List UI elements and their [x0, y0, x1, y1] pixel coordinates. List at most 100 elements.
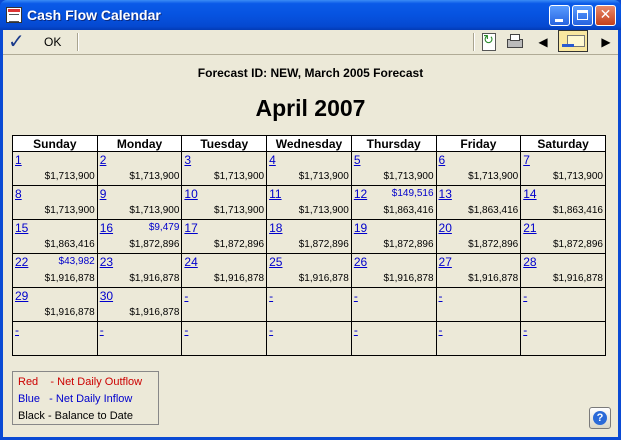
- calendar-day-cell[interactable]: 27 $1,916,878: [435, 253, 522, 288]
- printer-icon[interactable]: [505, 32, 525, 52]
- day-number-link[interactable]: 27: [438, 255, 452, 269]
- day-number-link[interactable]: 5: [353, 153, 361, 167]
- calendar-day-cell[interactable]: -: [266, 287, 352, 322]
- day-number-link[interactable]: -: [184, 323, 189, 337]
- day-number-link[interactable]: 12: [353, 187, 368, 201]
- note-icon[interactable]: [558, 30, 588, 52]
- day-number-link[interactable]: 24: [184, 255, 198, 269]
- calendar-day-cell[interactable]: 30 $1,916,878: [96, 287, 183, 322]
- calendar-day-cell[interactable]: 7 $1,713,900: [520, 151, 606, 186]
- checkmark-icon: ✓: [8, 29, 25, 53]
- day-number-link[interactable]: 2: [99, 153, 107, 167]
- help-button[interactable]: ?: [589, 407, 611, 429]
- day-number-link[interactable]: 4: [269, 153, 276, 167]
- calendar-day-cell[interactable]: -: [96, 321, 183, 356]
- day-number-link[interactable]: 29: [15, 289, 29, 303]
- day-number-link[interactable]: -: [438, 323, 443, 337]
- weekday-header: Thursday: [350, 135, 437, 152]
- day-number-link[interactable]: 8: [15, 187, 22, 201]
- day-number-link[interactable]: 21: [523, 221, 537, 235]
- day-number-link[interactable]: 14: [523, 187, 537, 201]
- day-number-link[interactable]: 30: [99, 289, 114, 303]
- calendar-day-cell[interactable]: 8 $1,713,900: [12, 185, 98, 220]
- day-number-link[interactable]: -: [353, 323, 358, 337]
- calendar-day-cell[interactable]: 11 $1,713,900: [266, 185, 352, 220]
- day-number-link[interactable]: 3: [184, 153, 192, 167]
- calendar-day-cell[interactable]: 15 $1,863,416: [12, 219, 98, 254]
- calendar-day-cell[interactable]: 9 $1,713,900: [96, 185, 183, 220]
- calendar-day-cell[interactable]: 29 $1,916,878: [12, 287, 98, 322]
- calendar-day-cell[interactable]: -: [266, 321, 352, 356]
- maximize-button[interactable]: [572, 5, 593, 26]
- day-number-link[interactable]: 15: [15, 221, 29, 235]
- day-number-link[interactable]: 17: [184, 221, 198, 235]
- calendar-day-cell[interactable]: 23 $1,916,878: [96, 253, 183, 288]
- day-number-link[interactable]: -: [99, 323, 104, 337]
- calendar-day-cell[interactable]: -: [520, 321, 606, 356]
- calendar-day-cell[interactable]: 13 $1,863,416: [435, 185, 522, 220]
- calendar-day-cell[interactable]: -: [520, 287, 606, 322]
- day-number-link[interactable]: -: [15, 323, 19, 337]
- ok-button[interactable]: ✓ OK: [5, 29, 75, 53]
- calendar-day-cell[interactable]: -: [350, 321, 437, 356]
- calendar-day-cell[interactable]: 6 $1,713,900: [435, 151, 522, 186]
- calendar-day-cell[interactable]: -: [350, 287, 437, 322]
- day-number-link[interactable]: -: [269, 289, 274, 303]
- day-number-link[interactable]: -: [523, 323, 528, 337]
- calendar-day-cell[interactable]: 10 $1,713,900: [181, 185, 268, 220]
- calendar-day-cell[interactable]: 28 $1,916,878: [520, 253, 606, 288]
- day-number-link[interactable]: 16: [99, 221, 114, 235]
- day-number-link[interactable]: -: [523, 289, 528, 303]
- calendar-day-cell[interactable]: -: [435, 321, 522, 356]
- calendar-day-cell[interactable]: 19 $1,872,896: [350, 219, 437, 254]
- calendar-week-row: 15 $1,863,416 16 $9,479 $1,872,896 17 $1,872,8…: [12, 219, 606, 254]
- calendar-day-cell[interactable]: 18 $1,872,896: [266, 219, 352, 254]
- day-number-link[interactable]: 23: [99, 255, 114, 269]
- day-number-link[interactable]: 11: [269, 187, 282, 201]
- day-number-link[interactable]: 1: [15, 153, 22, 167]
- calendar-day-cell[interactable]: 20 $1,872,896: [435, 219, 522, 254]
- day-number-link[interactable]: 25: [269, 255, 283, 269]
- day-number-link[interactable]: -: [269, 323, 274, 337]
- calendar-day-cell[interactable]: 14 $1,863,416: [520, 185, 606, 220]
- calendar-day-cell[interactable]: 5 $1,713,900: [350, 151, 437, 186]
- day-number-link[interactable]: 28: [523, 255, 537, 269]
- day-number-link[interactable]: -: [438, 289, 443, 303]
- day-number-link[interactable]: 19: [353, 221, 368, 235]
- calendar-day-cell[interactable]: 24 $1,916,878: [181, 253, 268, 288]
- previous-month-icon[interactable]: ◀: [538, 35, 548, 49]
- calendar-day-cell[interactable]: 26 $1,916,878: [350, 253, 437, 288]
- day-number-link[interactable]: -: [353, 289, 358, 303]
- calendar-day-cell[interactable]: -: [181, 321, 268, 356]
- day-number-link[interactable]: 7: [523, 153, 530, 167]
- next-month-icon[interactable]: ▶: [601, 35, 611, 49]
- refresh-icon[interactable]: [479, 32, 499, 52]
- title-bar[interactable]: Cash Flow Calendar ✕: [0, 0, 621, 30]
- day-number-link[interactable]: 26: [353, 255, 368, 269]
- calendar-day-cell[interactable]: 3 $1,713,900: [181, 151, 268, 186]
- calendar-day-cell[interactable]: 16 $9,479 $1,872,896: [96, 219, 183, 254]
- day-number-link[interactable]: -: [184, 289, 189, 303]
- balance-to-date: $1,872,896: [298, 239, 349, 250]
- day-number-link[interactable]: 6: [438, 153, 446, 167]
- calendar-day-cell[interactable]: 2 $1,713,900: [96, 151, 183, 186]
- close-button[interactable]: ✕: [595, 5, 616, 26]
- day-number-link[interactable]: 9: [99, 187, 107, 201]
- calendar-day-cell[interactable]: -: [181, 287, 268, 322]
- calendar-day-cell[interactable]: 17 $1,872,896: [181, 219, 268, 254]
- calendar-day-cell[interactable]: 1 $1,713,900: [12, 151, 98, 186]
- calendar-day-cell[interactable]: 22 $43,982 $1,916,878: [12, 253, 98, 288]
- calendar-day-cell[interactable]: 4 $1,713,900: [266, 151, 352, 186]
- day-number-link[interactable]: 13: [438, 187, 452, 201]
- calendar-day-cell[interactable]: 25 $1,916,878: [266, 253, 352, 288]
- day-number-link[interactable]: 22: [15, 255, 29, 269]
- day-number-link[interactable]: 10: [184, 187, 198, 201]
- day-number-link[interactable]: 18: [269, 221, 283, 235]
- balance-to-date: $1,713,900: [129, 205, 180, 216]
- calendar-day-cell[interactable]: 21 $1,872,896: [520, 219, 606, 254]
- calendar-day-cell[interactable]: -: [435, 287, 522, 322]
- calendar-day-cell[interactable]: 12 $149,516 $1,863,416: [350, 185, 437, 220]
- day-number-link[interactable]: 20: [438, 221, 452, 235]
- minimize-button[interactable]: [549, 5, 570, 26]
- calendar-day-cell[interactable]: -: [12, 321, 98, 356]
